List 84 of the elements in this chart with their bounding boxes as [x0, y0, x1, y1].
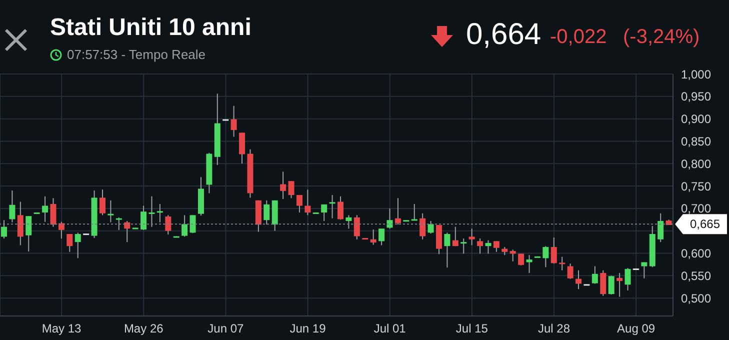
candlestick: [428, 220, 434, 234]
candlestick: [165, 214, 172, 235]
candlestick: [436, 224, 442, 255]
candlestick: [616, 272, 623, 298]
candlestick: [420, 212, 426, 240]
candlestick: [608, 275, 614, 295]
candlestick: [518, 253, 524, 266]
x-tick-label: May 13: [42, 322, 82, 336]
y-tick-label: 0,550: [681, 268, 712, 283]
candlestick: [26, 216, 32, 252]
x-tick-label: Aug 09: [617, 322, 656, 336]
candlestick: [338, 196, 344, 220]
y-tick-label: 0,800: [681, 156, 712, 171]
candlestick: [239, 132, 246, 164]
candlestick: [641, 262, 648, 279]
candlestick: [460, 238, 467, 254]
candlestick: [321, 204, 328, 222]
candlestick: [526, 254, 532, 274]
x-tick-label: Jun 07: [208, 322, 244, 336]
candlestick: [66, 233, 73, 252]
candlestick: [493, 240, 500, 252]
y-tick-label: 0,850: [681, 134, 712, 148]
candlestick: [1, 220, 7, 239]
candlestick: [394, 198, 401, 226]
candlestick: [542, 246, 549, 268]
y-tick-label: 0,900: [681, 112, 712, 126]
y-tick-label: 0,600: [681, 246, 712, 261]
candlestick: [296, 194, 302, 213]
candlestick: [108, 200, 114, 223]
candlestick: [624, 268, 631, 291]
candlestick: [58, 221, 64, 239]
candlestick: [346, 214, 352, 230]
candlestick: [190, 214, 196, 234]
x-tick-label: Jul 01: [374, 322, 406, 336]
chart-title: Stati Uniti 10 anni: [50, 14, 252, 42]
x-tick-label: Jul 28: [538, 322, 570, 336]
candlestick: [370, 229, 376, 246]
candlestick: [600, 270, 606, 296]
candlestick: [280, 171, 286, 200]
candlestick: [156, 203, 163, 223]
candlestick: [485, 240, 492, 254]
candlestick: [567, 263, 574, 280]
x-tick-label: Jul 15: [456, 322, 488, 336]
candlestick: [304, 189, 311, 216]
candlestick: [42, 196, 48, 222]
candlestick: [182, 214, 188, 238]
ref-line-label: 0,665: [690, 217, 720, 232]
candlestick: [17, 201, 24, 246]
candlestick: [658, 212, 664, 243]
candlestick: [386, 208, 393, 230]
candlestick: [9, 190, 16, 223]
candlestick: [477, 238, 484, 254]
candlestick: [116, 216, 122, 230]
candlestick: [329, 194, 336, 219]
candlestick: [592, 266, 598, 284]
candlestick: [74, 232, 81, 259]
candlestick: [378, 228, 385, 246]
text: -0,022: [550, 26, 607, 49]
candlestick: [411, 203, 418, 221]
candlestick: [510, 249, 516, 262]
y-tick-label: 0,750: [681, 179, 712, 194]
x-tick-label: Jun 19: [290, 322, 326, 336]
candlestick: [148, 196, 155, 228]
candlestick: [550, 237, 557, 264]
y-tick-label: 0,500: [681, 291, 712, 306]
candlestick: [468, 228, 475, 246]
text: 0,664: [466, 18, 542, 52]
candlestick: [99, 189, 106, 216]
y-tick-label: 0,950: [681, 90, 712, 104]
candlestick: [50, 198, 56, 228]
candlestick: [354, 214, 360, 240]
y-tick-label: 0,700: [681, 202, 712, 216]
candlestick: [140, 205, 147, 230]
candlestick: [576, 270, 582, 290]
candlestick: [444, 232, 450, 268]
text: (-3,24%): [623, 26, 700, 49]
candlestick: [264, 200, 270, 226]
candlestick: [559, 256, 566, 271]
y-tick-label: 1,000: [681, 67, 712, 82]
chart-subtitle: 07:57:53 - Tempo Reale: [67, 47, 206, 62]
candlestick: [288, 180, 294, 199]
x-tick-label: May 26: [124, 322, 164, 336]
candlestick: [452, 226, 458, 247]
candlestick: [230, 105, 237, 138]
